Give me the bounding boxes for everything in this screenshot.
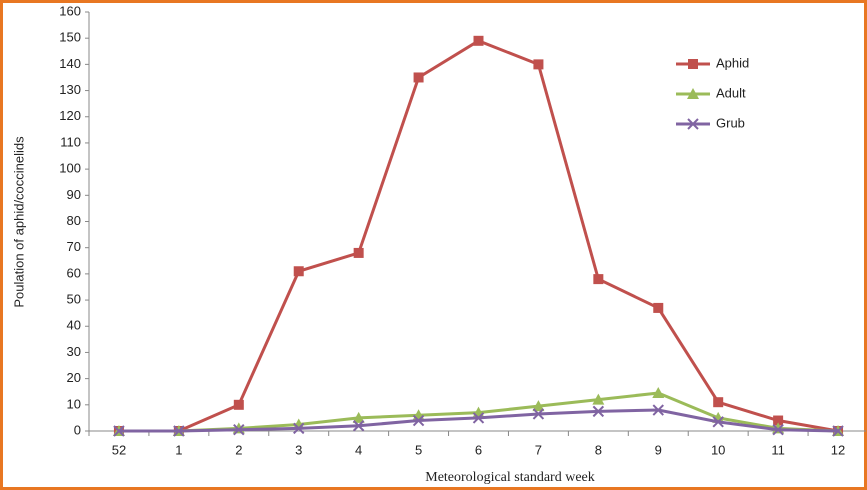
y-tick-label: 120	[59, 108, 81, 123]
marker	[592, 405, 605, 418]
marker	[412, 414, 425, 427]
x-tick-label: 2	[235, 442, 242, 457]
marker	[653, 302, 664, 313]
marker	[473, 35, 484, 46]
y-tick-label: 130	[59, 82, 81, 97]
marker	[293, 422, 305, 435]
x-tick-label: 8	[595, 442, 602, 457]
y-tick-label: 80	[67, 213, 81, 228]
y-tick-label: 20	[67, 370, 81, 385]
y-tick-label: 100	[59, 161, 81, 176]
y-tick-label: 110	[60, 134, 81, 149]
legend-label: Grub	[716, 115, 745, 130]
x-tick-label: 52	[112, 442, 126, 457]
y-tick-label: 150	[59, 30, 81, 45]
x-tick-label: 9	[655, 442, 662, 457]
marker	[233, 399, 244, 410]
marker	[712, 416, 724, 428]
legend-label: Adult	[716, 85, 746, 100]
x-tick-label: 4	[355, 442, 362, 457]
marker	[593, 274, 604, 285]
marker	[413, 72, 424, 83]
y-tick-label: 90	[67, 187, 81, 202]
x-tick-label: 10	[711, 442, 725, 457]
y-tick-label: 0	[74, 422, 81, 437]
marker	[472, 412, 485, 424]
marker	[233, 423, 245, 436]
marker	[773, 415, 784, 426]
y-tick-label: 60	[67, 265, 81, 280]
marker	[293, 266, 304, 277]
x-tick-label: 7	[535, 442, 542, 457]
y-tick-label: 160	[59, 3, 81, 18]
marker	[687, 88, 699, 99]
marker	[652, 387, 665, 399]
marker	[532, 400, 545, 412]
marker	[532, 408, 545, 420]
x-tick-label: 1	[175, 442, 182, 457]
legend-label: Aphid	[716, 55, 749, 70]
marker	[352, 411, 365, 423]
y-tick-label: 10	[67, 396, 81, 411]
y-axis-label: Poulation of aphid/coccinelids	[11, 136, 26, 308]
marker	[652, 404, 664, 416]
marker	[772, 423, 784, 436]
marker	[592, 393, 605, 405]
series	[113, 404, 844, 437]
y-tick-label: 70	[67, 239, 81, 254]
marker	[688, 59, 698, 69]
x-axis-label: Meteorological standard week	[425, 470, 595, 485]
marker	[533, 59, 544, 70]
x-tick-label: 11	[771, 442, 785, 457]
marker	[173, 425, 185, 437]
y-tick-label: 50	[67, 292, 81, 307]
x-tick-label: 5	[415, 442, 422, 457]
y-tick-label: 140	[59, 56, 81, 71]
marker	[832, 425, 844, 437]
x-tick-label: 12	[831, 442, 845, 457]
x-tick-label: 3	[295, 442, 302, 457]
marker	[113, 425, 125, 437]
marker	[353, 247, 364, 258]
y-tick-label: 40	[67, 318, 81, 333]
x-tick-label: 6	[475, 442, 482, 457]
y-tick-label: 30	[67, 344, 81, 359]
marker	[713, 397, 724, 408]
marker	[687, 118, 699, 130]
marker	[352, 420, 365, 432]
